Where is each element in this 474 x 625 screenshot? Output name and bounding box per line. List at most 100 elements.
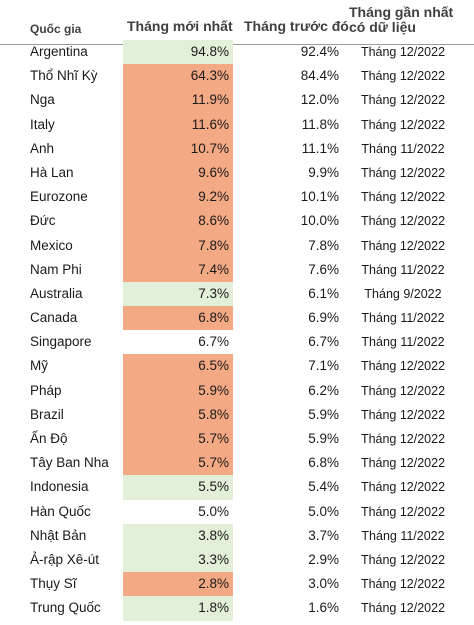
table-row: Brazil 5.8% 5.9% Tháng 12/2022 [0,402,474,427]
cell-country: Thụy Sĩ [30,576,77,592]
cell-previous: 7.1% [308,358,339,374]
cell-previous: 2.9% [308,551,339,567]
cell-date: Tháng 11/2022 [361,335,445,350]
cell-country: Anh [30,140,55,156]
table-row: Nhật Bản 3.8% 3.7% Tháng 11/2022 [0,523,474,548]
cell-previous: 6.8% [308,455,339,471]
table-row: Ả-rập Xê-út 3.3% 2.9% Tháng 12/2022 [0,547,474,573]
cell-date: Tháng 12/2022 [360,165,446,180]
cell-previous: 3.7% [308,527,339,543]
table-row: Hàn Quốc 5.0% 5.0% Tháng 12/2022 [0,500,474,524]
cell-latest: 11.9% [123,88,233,113]
cell-date: Tháng 11/2022 [361,528,445,543]
cell-country: Ấn Độ [30,431,68,446]
table-header: Quốc gia Tháng mới nhất Tháng trước đó T… [0,0,474,45]
cell-date: Tháng 12/2022 [360,601,446,616]
cell-country: Mexico [30,237,73,253]
table-row: Mỹ 6.5% 7.1% Tháng 12/2022 [0,354,474,379]
cell-latest: 6.8% [123,306,233,331]
cell-date: Tháng 12/2022 [360,456,446,471]
cell-previous: 9.9% [308,164,339,180]
cell-country: Hà Lan [30,164,74,180]
cell-latest: 10.7% [123,136,233,161]
cell-latest: 8.6% [123,209,233,234]
cell-country: Eurozone [30,189,88,205]
cell-date: Tháng 11/2022 [361,262,445,277]
cell-previous: 10.1% [300,189,339,205]
cell-country: Australia [30,285,83,301]
header-latest-date: Tháng gần nhất có dữ liệu [349,4,454,35]
cell-previous: 92.4% [300,44,339,59]
table-row: Thổ Nhĩ Kỳ 64.3% 84.4% Tháng 12/2022 [0,64,474,89]
cell-latest: 6.5% [123,354,233,379]
cell-country: Indonesia [30,479,89,495]
cell-date: Tháng 12/2022 [360,214,446,229]
cell-latest: 7.4% [123,257,233,282]
cell-date: Tháng 12/2022 [360,504,446,519]
header-latest-month: Tháng mới nhất [127,18,233,34]
cell-previous: 12.0% [300,92,339,108]
cell-country: Nam Phi [30,261,82,277]
cell-date: Tháng 9/2022 [364,286,442,301]
cell-date: Tháng 12/2022 [360,383,446,398]
cell-date: Tháng 12/2022 [360,117,446,132]
cell-date: Tháng 12/2022 [360,552,446,567]
cell-latest: 5.8% [123,402,233,427]
cell-date: Tháng 12/2022 [360,190,446,205]
cell-date: Tháng 12/2022 [360,407,446,422]
cell-latest: 5.7% [123,427,233,452]
cell-latest: 5.0% [198,503,229,519]
cell-previous: 6.7% [308,334,339,350]
cell-date: Tháng 12/2022 [360,93,446,108]
cell-previous: 10.0% [300,213,339,229]
table-row: Trung Quốc 1.8% 1.6% Tháng 12/2022 [0,596,474,621]
cell-latest: 9.6% [123,160,233,186]
cell-previous: 7.8% [308,237,339,253]
table-row: Eurozone 9.2% 10.1% Tháng 12/2022 [0,185,474,210]
cell-date: Tháng 11/2022 [361,141,445,156]
cell-latest: 1.8% [123,596,233,621]
cell-latest: 6.7% [198,334,229,350]
cell-date: Tháng 12/2022 [360,238,446,253]
cell-latest: 9.2% [123,185,233,210]
cell-latest: 2.8% [123,572,233,597]
cell-latest: 5.5% [123,475,233,500]
cell-date: Tháng 11/2022 [361,311,445,326]
cell-date: Tháng 12/2022 [360,577,446,592]
cell-previous: 5.0% [308,503,339,519]
table-row: Indonesia 5.5% 5.4% Tháng 12/2022 [0,475,474,500]
cell-country: Trung Quốc [30,600,101,616]
cell-previous: 5.9% [308,406,339,422]
cell-country: Singapore [30,334,92,350]
cell-date: Tháng 12/2022 [360,45,446,59]
cell-country: Brazil [30,406,64,422]
table-row: Đức 8.6% 10.0% Tháng 12/2022 [0,209,474,234]
cell-latest: 3.8% [123,523,233,548]
table-row: Mexico 7.8% 7.8% Tháng 12/2022 [0,233,474,258]
cell-latest: 94.8% [123,40,233,65]
table-row: Ấn Độ 5.7% 5.9% Tháng 12/2022 [0,427,474,452]
cell-country: Đức [30,213,56,229]
table-row: Canada 6.8% 6.9% Tháng 11/2022 [0,306,474,331]
cell-latest: 3.3% [123,547,233,573]
cell-country: Hàn Quốc [30,503,91,519]
cell-date: Tháng 12/2022 [360,359,446,374]
cell-country: Tây Ban Nha [30,455,109,471]
table-row: Pháp 5.9% 6.2% Tháng 12/2022 [0,378,474,403]
table-row: Singapore 6.7% 6.7% Tháng 11/2022 [0,330,474,354]
cell-previous: 3.0% [308,576,339,592]
table-row: Hà Lan 9.6% 9.9% Tháng 12/2022 [0,160,474,186]
table-row: Australia 7.3% 6.1% Tháng 9/2022 [0,281,474,307]
table-row: Tây Ban Nha 5.7% 6.8% Tháng 12/2022 [0,451,474,476]
header-country: Quốc gia [30,22,82,36]
cell-latest: 5.7% [123,451,233,476]
cell-country: Canada [30,310,78,326]
cell-country: Argentina [30,44,88,59]
cell-previous: 5.4% [308,479,339,495]
table-row: Thụy Sĩ 2.8% 3.0% Tháng 12/2022 [0,572,474,597]
cell-latest: 7.3% [123,281,233,307]
header-previous-month: Tháng trước đó [244,18,349,34]
cell-latest: 64.3% [123,64,233,89]
cell-previous: 11.8% [301,116,339,132]
